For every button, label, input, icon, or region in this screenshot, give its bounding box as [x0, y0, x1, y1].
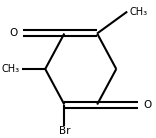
Text: Br: Br: [59, 126, 70, 136]
Text: CH₃: CH₃: [130, 7, 148, 17]
Text: O: O: [144, 99, 152, 110]
Text: CH₃: CH₃: [1, 64, 19, 74]
Text: O: O: [10, 28, 18, 39]
